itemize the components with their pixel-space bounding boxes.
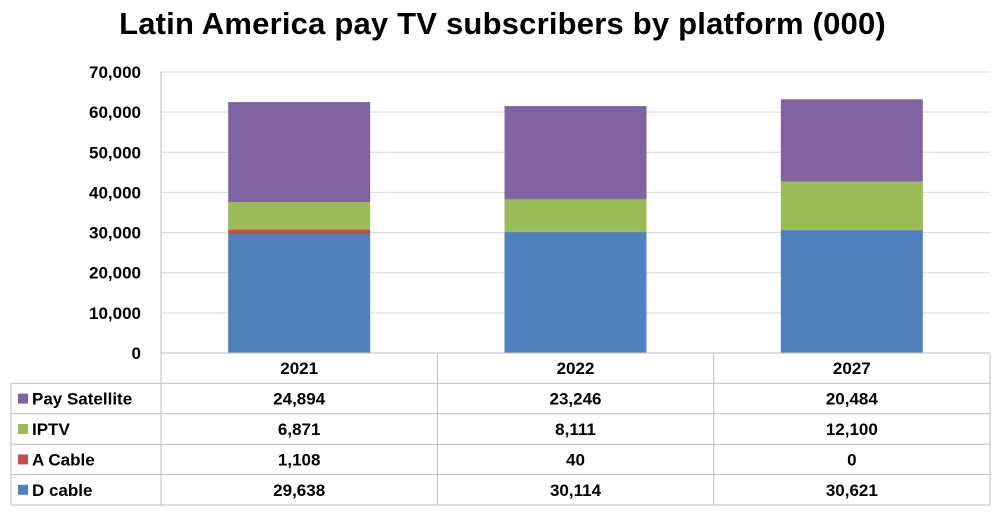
bar-segment: [780, 181, 923, 231]
chart-title: Latin America pay TV subscribers by plat…: [119, 6, 886, 41]
bar-segment: [228, 201, 371, 230]
y-tick-label: 0: [132, 344, 141, 363]
data-table: 2021 2022 2027 Pay Satellite 24,894 23,246 20,…: [10, 353, 991, 506]
y-tick-label: 20,000: [89, 264, 141, 283]
data-label: 24,894: [273, 390, 326, 409]
y-tick-label: 70,000: [89, 63, 141, 82]
bar-segment: [228, 234, 371, 353]
bar-segment: [780, 99, 923, 182]
axes: 0 10,000 20,000 30,000 40,000 50,000 60,000 70,…: [89, 63, 990, 363]
legend-key: [18, 424, 28, 434]
legend-key: [18, 393, 28, 404]
y-tick-label: 60,000: [89, 103, 141, 122]
x-tick-label: 2027: [833, 359, 871, 378]
y-tick-label: 40,000: [89, 183, 141, 202]
data-label: 6,871: [278, 420, 321, 439]
bar-segment: [228, 102, 371, 202]
bar-segment: [504, 106, 647, 200]
bar-segment: [228, 229, 371, 235]
data-label: 30,114: [550, 481, 602, 500]
data-label: 30,621: [826, 481, 878, 500]
bar-segment: [504, 199, 647, 232]
legend-label: D cable: [32, 481, 92, 500]
data-label: 0: [847, 450, 856, 469]
bar-segment: [504, 232, 647, 353]
legend-label: Pay Satellite: [32, 390, 132, 409]
data-label: 1,108: [278, 450, 321, 469]
data-label: 20,484: [826, 390, 879, 409]
y-tick-label: 30,000: [89, 224, 141, 243]
x-tick-label: 2022: [557, 359, 595, 378]
y-tick-label: 50,000: [89, 143, 141, 162]
x-tick-label: 2021: [280, 359, 318, 378]
legend-key: [18, 484, 28, 495]
bars: [228, 99, 923, 353]
y-tick-label: 10,000: [89, 304, 141, 323]
data-label: 12,100: [826, 420, 878, 439]
data-label: 8,111: [555, 420, 596, 439]
bar-segment: [780, 230, 923, 353]
legend-label: A Cable: [32, 450, 95, 469]
legend-label: IPTV: [32, 420, 70, 439]
data-label: 23,246: [550, 390, 602, 409]
data-label: 40: [566, 450, 585, 469]
legend-key: [18, 454, 28, 465]
data-label: 29,638: [273, 481, 325, 500]
